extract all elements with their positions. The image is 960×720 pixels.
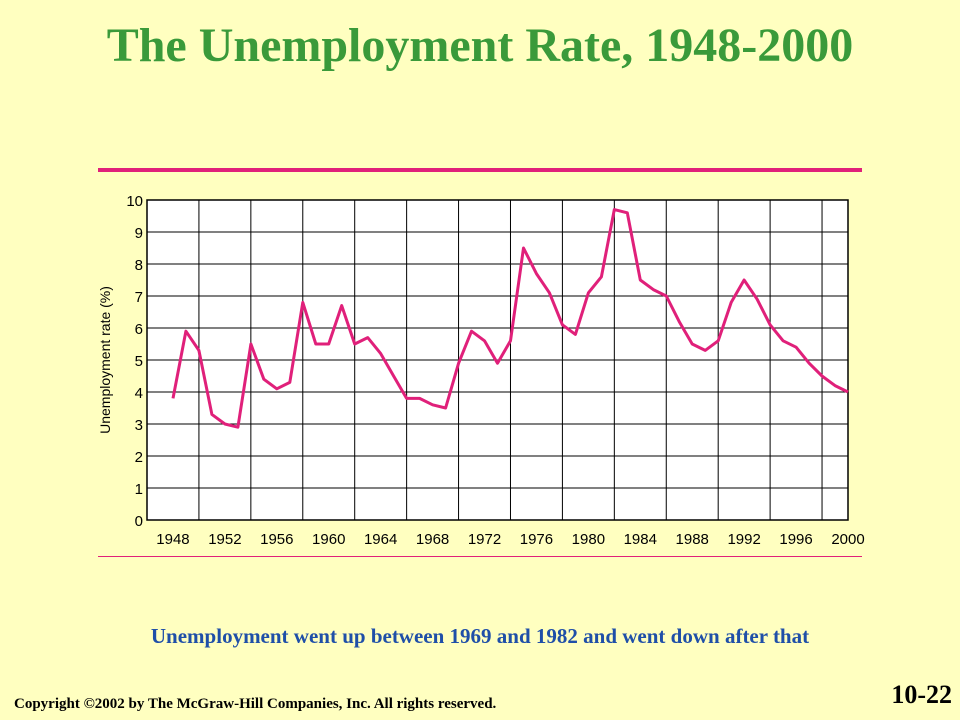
x-tick-label: 1992 xyxy=(727,531,760,548)
copyright-notice: Copyright ©2002 by The McGraw-Hill Compa… xyxy=(14,696,497,712)
x-tick-label: 1996 xyxy=(779,531,812,548)
x-tick-label: 1968 xyxy=(416,531,449,548)
bottom-divider xyxy=(98,556,862,557)
y-tick-label: 4 xyxy=(135,385,143,402)
x-tick-label: 1956 xyxy=(260,531,293,548)
unemployment-rate-line xyxy=(171,208,849,429)
y-tick-label: 8 xyxy=(135,257,143,274)
x-tick-label: 1952 xyxy=(208,531,241,548)
y-tick-label: 3 xyxy=(135,417,143,434)
y-tick-label: 7 xyxy=(135,289,143,306)
x-tick-label: 1972 xyxy=(468,531,501,548)
x-tick-label: 1984 xyxy=(624,531,657,548)
x-tick-label: 1988 xyxy=(676,531,709,548)
x-tick-label: 1964 xyxy=(364,531,397,548)
y-tick-label: 9 xyxy=(135,225,143,242)
x-tick-label: 1976 xyxy=(520,531,553,548)
x-tick-label: 1948 xyxy=(156,531,189,548)
slide-title: The Unemployment Rate, 1948-2000 xyxy=(106,19,854,72)
y-tick-label: 5 xyxy=(135,353,143,370)
x-tick-label: 1960 xyxy=(312,531,345,548)
y-tick-label: 6 xyxy=(135,321,143,338)
x-tick-label: 1980 xyxy=(572,531,605,548)
y-tick-label: 0 xyxy=(135,513,143,530)
y-axis-label: Unemployment rate (%) xyxy=(97,286,113,434)
slide-number: 10-22 xyxy=(891,680,952,709)
slide-caption: Unemployment went up between 1969 and 19… xyxy=(150,624,810,648)
y-tick-label: 10 xyxy=(126,193,143,210)
y-tick-label: 1 xyxy=(135,481,143,498)
y-tick-label: 2 xyxy=(135,449,143,466)
x-tick-label: 2000 xyxy=(831,531,864,548)
top-divider xyxy=(98,168,862,172)
